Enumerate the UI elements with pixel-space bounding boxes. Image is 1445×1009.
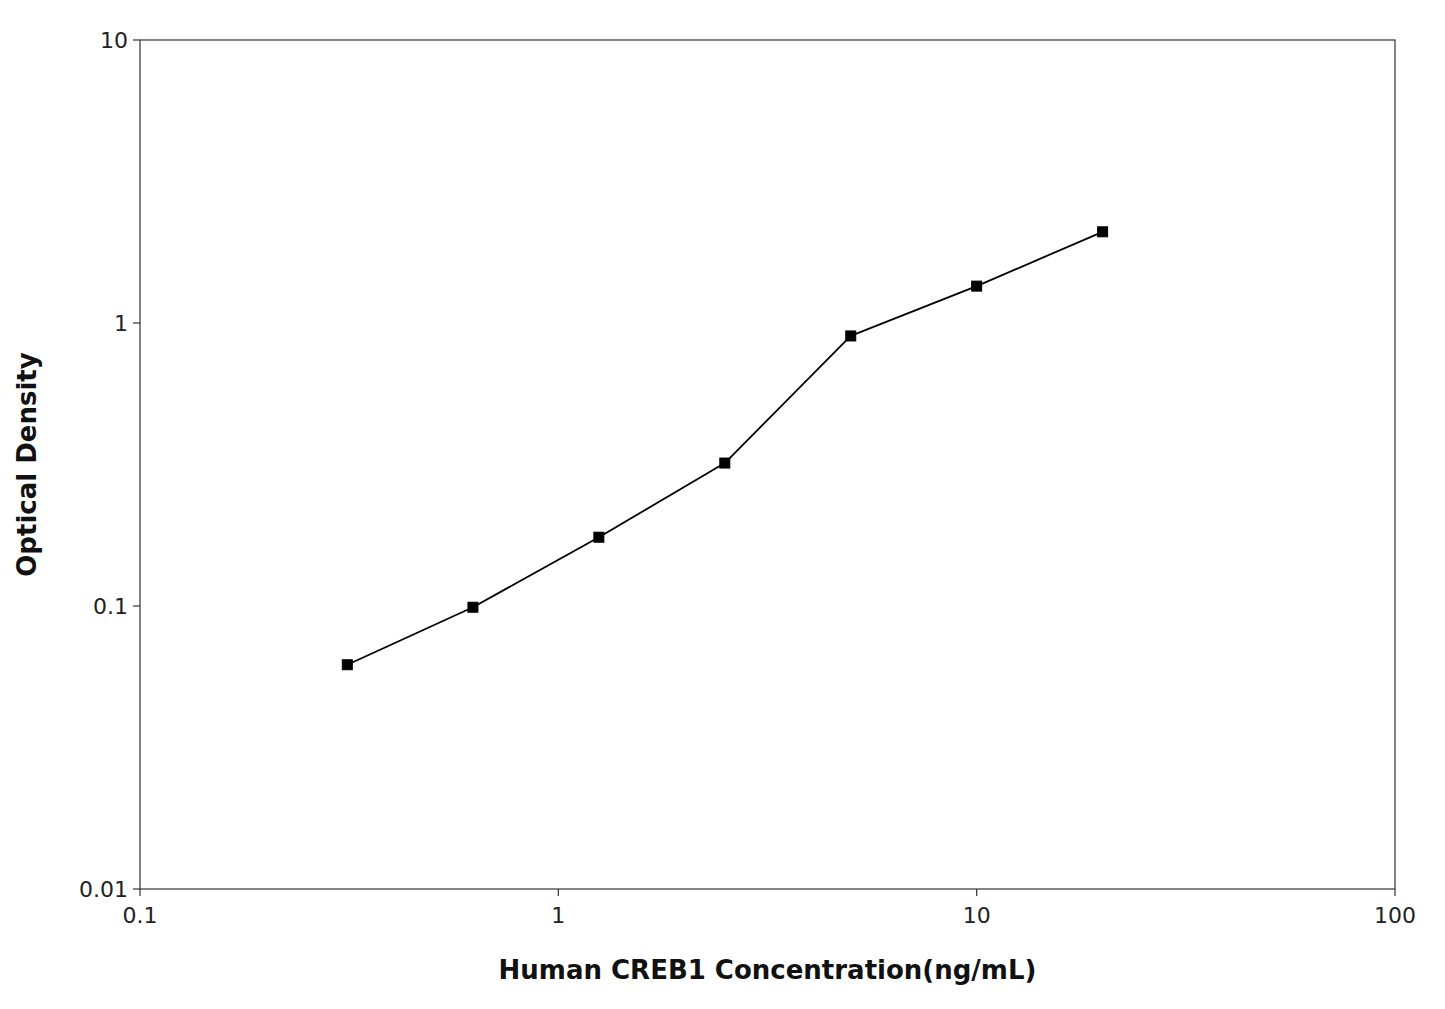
x-tick — [139, 889, 140, 896]
background — [0, 0, 1445, 1009]
y-tick — [133, 39, 140, 40]
data-point — [972, 281, 982, 291]
x-axis: 0.1 1 10 100 — [123, 889, 1417, 928]
x-tick — [1394, 889, 1395, 896]
y-axis-label: Optical Density — [12, 352, 42, 577]
data-point — [342, 660, 352, 670]
x-axis-label: Human CREB1 Concentration(ng/mL) — [499, 955, 1037, 985]
x-tick — [558, 889, 559, 896]
y-tick-label: 0.01 — [79, 877, 128, 902]
data-line — [347, 232, 1102, 665]
y-tick-label: 0.1 — [93, 594, 128, 619]
y-tick-label: 10 — [100, 28, 128, 53]
x-tick-label: 10 — [963, 903, 991, 928]
data-point — [594, 532, 604, 542]
y-tick — [133, 605, 140, 606]
x-tick-label: 100 — [1374, 903, 1416, 928]
data-layer — [342, 227, 1107, 670]
y-tick — [133, 888, 140, 889]
data-point — [1098, 227, 1108, 237]
y-tick — [133, 322, 140, 323]
y-tick-label: 1 — [114, 311, 128, 336]
data-point — [720, 458, 730, 468]
data-point — [468, 602, 478, 612]
plot-frame — [140, 40, 1395, 889]
chart-container: 0.11101000.010.1110Human CREB1 Concentra… — [0, 0, 1445, 1009]
x-tick — [976, 889, 977, 896]
x-tick-label: 1 — [551, 903, 565, 928]
x-tick-label: 0.1 — [123, 903, 158, 928]
chart-svg: 0.11101000.010.1110Human CREB1 Concentra… — [0, 0, 1445, 1009]
data-point — [846, 331, 856, 341]
y-axis: 0.01 0.1 1 10 — [79, 28, 140, 902]
